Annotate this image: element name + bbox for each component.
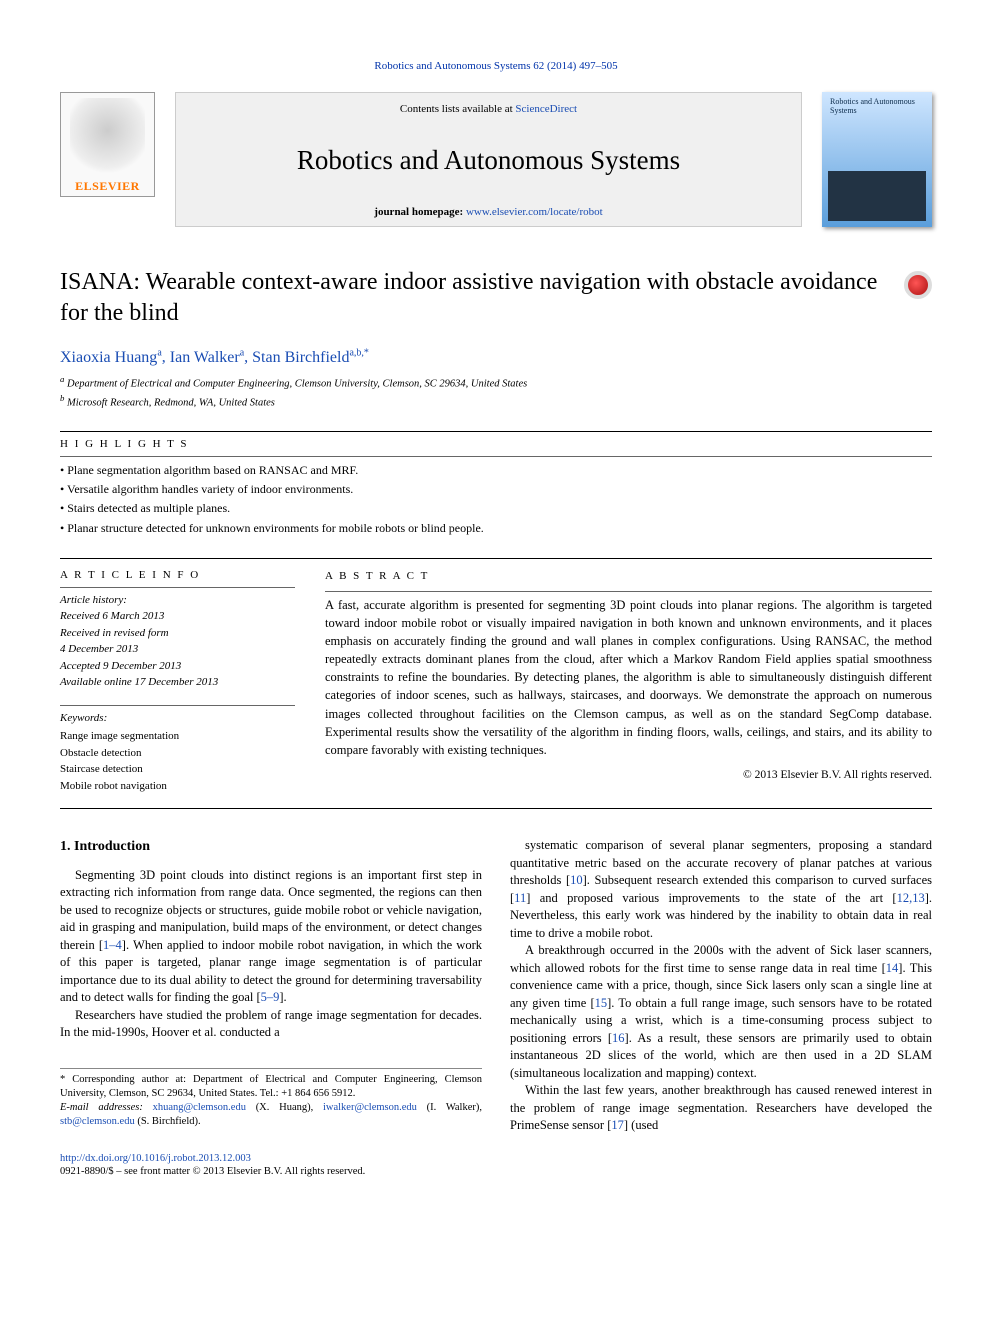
homepage-line: journal homepage: www.elsevier.com/locat… xyxy=(186,206,791,218)
keyword: Staircase detection xyxy=(60,761,295,778)
citation-link[interactable]: 14 xyxy=(886,961,899,975)
author[interactable]: Xiaoxia Huanga xyxy=(60,349,162,366)
sciencedirect-link[interactable]: ScienceDirect xyxy=(515,103,577,115)
history-label: Article history: xyxy=(60,592,295,609)
citation-link[interactable]: 1–4 xyxy=(103,938,122,952)
journal-box: Contents lists available at ScienceDirec… xyxy=(175,92,802,227)
doi-link[interactable]: http://dx.doi.org/10.1016/j.robot.2013.1… xyxy=(60,1153,932,1164)
issn-line: 0921-8890/$ – see front matter © 2013 El… xyxy=(60,1166,932,1177)
citation-link[interactable]: 11 xyxy=(514,891,526,905)
elsevier-logo: ELSEVIER xyxy=(60,92,155,197)
highlights-list: Plane segmentation algorithm based on RA… xyxy=(60,461,932,538)
homepage-link[interactable]: www.elsevier.com/locate/robot xyxy=(466,206,603,218)
journal-cover-thumbnail: Robotics and Autonomous Systems xyxy=(822,92,932,227)
article-info: A R T I C L E I N F O Article history: R… xyxy=(60,569,295,795)
highlights-label: H I G H L I G H T S xyxy=(60,438,932,450)
rule xyxy=(60,558,932,559)
citation-link[interactable]: 10 xyxy=(570,873,583,887)
thin-rule xyxy=(325,591,932,592)
keywords-block: Keywords: Range image segmentationObstac… xyxy=(60,710,295,795)
author[interactable]: Ian Walkera xyxy=(170,349,244,366)
section-heading: 1. Introduction xyxy=(60,837,482,857)
highlight-item: Plane segmentation algorithm based on RA… xyxy=(60,461,932,480)
citation-link[interactable]: 17 xyxy=(611,1118,624,1132)
body-paragraph: systematic comparison of several planar … xyxy=(510,837,932,942)
author-list: Xiaoxia Huanga, Ian Walkera, Stan Birchf… xyxy=(60,347,932,366)
citation-link[interactable]: 5–9 xyxy=(261,990,280,1004)
highlight-item: Stairs detected as multiple planes. xyxy=(60,499,932,518)
highlight-item: Versatile algorithm handles variety of i… xyxy=(60,480,932,499)
journal-title: Robotics and Autonomous Systems xyxy=(186,145,791,176)
article-title: ISANA: Wearable context-aware indoor ass… xyxy=(60,267,932,329)
author[interactable]: Stan Birchfielda,b,* xyxy=(252,349,369,366)
crossmark-icon[interactable] xyxy=(904,271,932,299)
history-line: Available online 17 December 2013 xyxy=(60,674,295,691)
body-paragraph: Researchers have studied the problem of … xyxy=(60,1007,482,1042)
contents-prefix: Contents lists available at xyxy=(400,103,515,115)
highlight-item: Planar structure detected for unknown en… xyxy=(60,519,932,538)
body-paragraph: A breakthrough occurred in the 2000s wit… xyxy=(510,942,932,1082)
footnotes: * Corresponding author at: Department of… xyxy=(60,1068,482,1130)
email-link[interactable]: stb@clemson.edu xyxy=(60,1116,135,1127)
affiliations: a Department of Electrical and Computer … xyxy=(60,373,932,411)
history-line: 4 December 2013 xyxy=(60,641,295,658)
body-columns: 1. Introduction Segmenting 3D point clou… xyxy=(60,837,932,1135)
rule xyxy=(60,808,932,809)
homepage-prefix: journal homepage: xyxy=(374,206,466,218)
history-line: Received 6 March 2013 xyxy=(60,608,295,625)
keyword: Range image segmentation xyxy=(60,728,295,745)
email-list: E-mail addresses: xhuang@clemson.edu (X.… xyxy=(60,1101,482,1129)
history-line: Accepted 9 December 2013 xyxy=(60,658,295,675)
journal-cover-image xyxy=(828,171,926,221)
corresponding-author: * Corresponding author at: Department of… xyxy=(60,1073,482,1101)
emails-label: E-mail addresses: xyxy=(60,1102,143,1113)
article-history: Article history: Received 6 March 2013Re… xyxy=(60,592,295,691)
right-column: systematic comparison of several planar … xyxy=(510,837,932,1135)
journal-cover-title: Robotics and Autonomous Systems xyxy=(830,98,928,116)
history-line: Received in revised form xyxy=(60,625,295,642)
keywords-label: Keywords: xyxy=(60,710,295,727)
email-link[interactable]: xhuang@clemson.edu xyxy=(153,1102,246,1113)
citation-link[interactable]: 15 xyxy=(595,996,608,1010)
keyword: Obstacle detection xyxy=(60,745,295,762)
thin-rule xyxy=(60,705,295,706)
affiliation: b Microsoft Research, Redmond, WA, Unite… xyxy=(60,392,932,411)
contents-line: Contents lists available at ScienceDirec… xyxy=(186,103,791,115)
elsevier-tree-icon xyxy=(70,98,144,179)
masthead: ELSEVIER Contents lists available at Sci… xyxy=(60,92,932,227)
article-info-label: A R T I C L E I N F O xyxy=(60,569,295,581)
elsevier-wordmark: ELSEVIER xyxy=(75,179,140,196)
citation-link[interactable]: 16 xyxy=(612,1031,625,1045)
abstract-text: A fast, accurate algorithm is presented … xyxy=(325,596,932,759)
thin-rule xyxy=(60,456,932,457)
body-paragraph: Segmenting 3D point clouds into distinct… xyxy=(60,867,482,1007)
page-container: Robotics and Autonomous Systems 62 (2014… xyxy=(0,0,992,1217)
keyword: Mobile robot navigation xyxy=(60,778,295,795)
body-paragraph: Within the last few years, another break… xyxy=(510,1082,932,1135)
info-abstract-row: A R T I C L E I N F O Article history: R… xyxy=(60,569,932,795)
copyright-line: © 2013 Elsevier B.V. All rights reserved… xyxy=(325,767,932,784)
thin-rule xyxy=(60,587,295,588)
abstract-block: A B S T R A C T A fast, accurate algorit… xyxy=(325,569,932,795)
left-column: 1. Introduction Segmenting 3D point clou… xyxy=(60,837,482,1135)
affiliation: a Department of Electrical and Computer … xyxy=(60,373,932,392)
citation-link[interactable]: 12,13 xyxy=(897,891,925,905)
abstract-label: A B S T R A C T xyxy=(325,569,932,585)
email-link[interactable]: iwalker@clemson.edu xyxy=(323,1102,417,1113)
rule xyxy=(60,431,932,432)
running-header: Robotics and Autonomous Systems 62 (2014… xyxy=(60,60,932,72)
doi-anchor[interactable]: http://dx.doi.org/10.1016/j.robot.2013.1… xyxy=(60,1153,251,1164)
